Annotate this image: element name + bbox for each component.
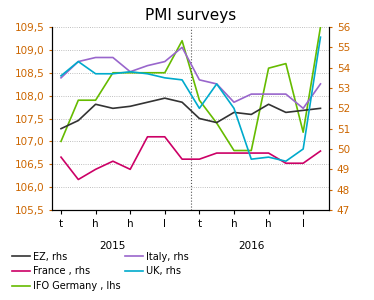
Legend: EZ, rhs, France , rhs, IFO Germany , lhs, Italy, rhs, UK, rhs: EZ, rhs, France , rhs, IFO Germany , lhs… xyxy=(9,248,193,295)
Title: PMI surveys: PMI surveys xyxy=(145,8,236,23)
Text: 2015: 2015 xyxy=(100,241,126,250)
Text: 2016: 2016 xyxy=(238,241,264,250)
